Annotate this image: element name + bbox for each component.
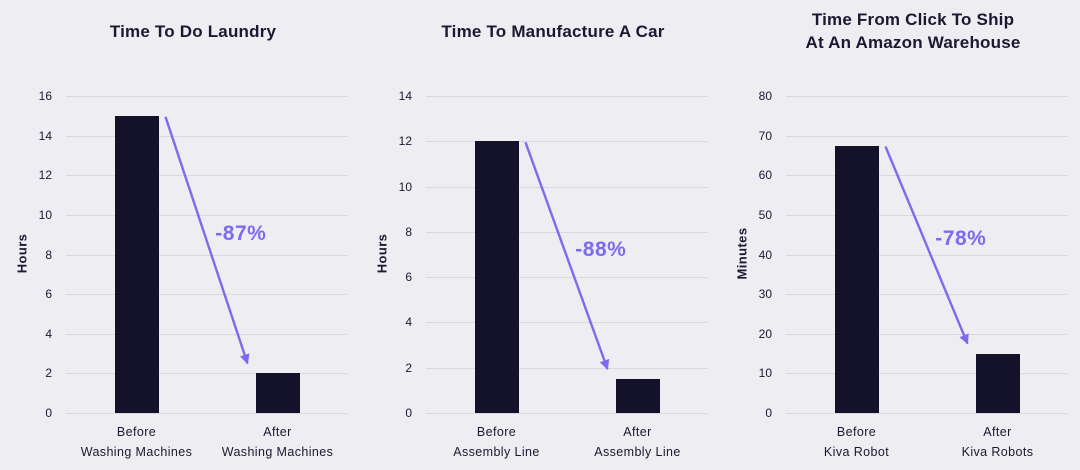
chart-laundry: Time To Do Laundry Hours 0 2 4 6 8 10 12 14 16 Be… [0,0,360,470]
x-category-label: After [623,425,652,439]
y-tick-label: 2 [45,366,52,381]
gridline [786,254,1068,256]
chart-title-line: At An Amazon Warehouse [805,33,1021,52]
x-category-label: Assembly Line [453,445,540,459]
y-tick-label: 6 [45,287,52,302]
y-tick-label: 4 [45,326,52,341]
chart-title-line: Time From Click To Ship [811,10,1015,29]
chart-amazon-warehouse: Time From Click To Ship At An Amazon War… [720,0,1080,470]
gridline [66,333,348,335]
bar-after [255,373,300,413]
x-category-label: Washing Machines [80,445,193,459]
gridline [426,322,708,324]
chart-title: Time To Manufacture A Car [394,0,712,62]
y-tick-label: 20 [758,326,772,341]
x-category-label: Kiva Robots [961,445,1034,459]
y-tick-label: 10 [398,179,412,194]
percent-change-label: -78% [935,227,987,250]
percent-change-label: -88% [575,237,627,261]
y-tick-label: 10 [758,366,772,381]
gridline [426,231,708,233]
bar-before [834,145,879,413]
x-category-label: After [263,425,292,439]
gridline [66,214,348,216]
decrease-arrow [164,116,250,365]
percent-change-label: -87% [215,222,267,246]
gridline [786,214,1068,216]
gridline [786,333,1068,335]
gridline [426,413,708,414]
y-tick-label: 8 [45,247,52,262]
decrease-arrow [884,146,969,345]
gridline [786,294,1068,296]
y-tick-label: 12 [38,168,52,183]
gridline [786,135,1068,137]
chart-title: Time From Click To Ship At An Amazon War… [754,0,1072,62]
y-tick-label: 0 [405,406,412,420]
gridline [66,254,348,256]
y-tick-label: 2 [405,360,412,375]
y-tick-label: 14 [38,128,52,143]
bar-after [975,353,1020,413]
bar-after [615,379,660,413]
bar-before [474,141,519,413]
x-category-label: Before [116,425,157,439]
y-tick-label: 0 [765,406,772,420]
gridline [426,367,708,369]
gridline [786,413,1068,414]
gridline [426,96,708,97]
y-tick-label: 70 [758,128,772,143]
y-tick-label: 60 [758,168,772,183]
y-tick-label: 50 [758,207,772,222]
x-category-label: Before [836,425,877,439]
y-tick-label: 30 [758,287,772,302]
gridline [66,413,348,414]
x-category-label: After [983,425,1012,439]
y-tick-label: 14 [398,89,412,103]
y-tick-label: 6 [405,270,412,285]
plot-area: 0 2 4 6 8 10 12 14 16 Before Washing Machines After… [0,0,360,470]
gridline [66,373,348,375]
gridline [426,277,708,279]
chart-title-line: Time To Do Laundry [109,21,277,41]
y-tick-label: 8 [405,224,412,239]
chart-title-line: Time To Manufacture A Car [441,21,665,41]
y-tick-label: 10 [38,207,52,222]
y-tick-label: 16 [38,89,52,103]
x-category-label: Assembly Line [594,445,681,459]
chart-car-manufacture: Time To Manufacture A Car Hours 0 2 4 6 8 10 1… [360,0,720,470]
y-tick-label: 4 [405,315,412,330]
chart-title: Time To Do Laundry [34,0,352,62]
x-category-label: Washing Machines [221,445,334,459]
gridline [426,186,708,188]
gridline [426,141,708,143]
x-category-label: Before [476,425,517,439]
plot-area: 0 10 20 30 40 50 60 70 80 Before Kiva Robot After Ki… [720,0,1080,470]
decrease-arrow [524,141,610,370]
bar-before [114,115,159,413]
y-tick-label: 0 [45,406,52,420]
gridline [66,294,348,296]
gridline [786,175,1068,177]
gridline [786,373,1068,375]
y-tick-label: 40 [758,247,772,262]
gridline [66,96,348,97]
y-tick-label: 12 [398,134,412,149]
gridline [66,175,348,177]
x-category-label: Kiva Robot [823,445,890,459]
plot-area: 0 2 4 6 8 10 12 14 Before Assembly Line After Assem… [360,0,720,470]
gridline [786,96,1068,97]
gridline [66,135,348,137]
y-tick-label: 80 [758,89,772,103]
